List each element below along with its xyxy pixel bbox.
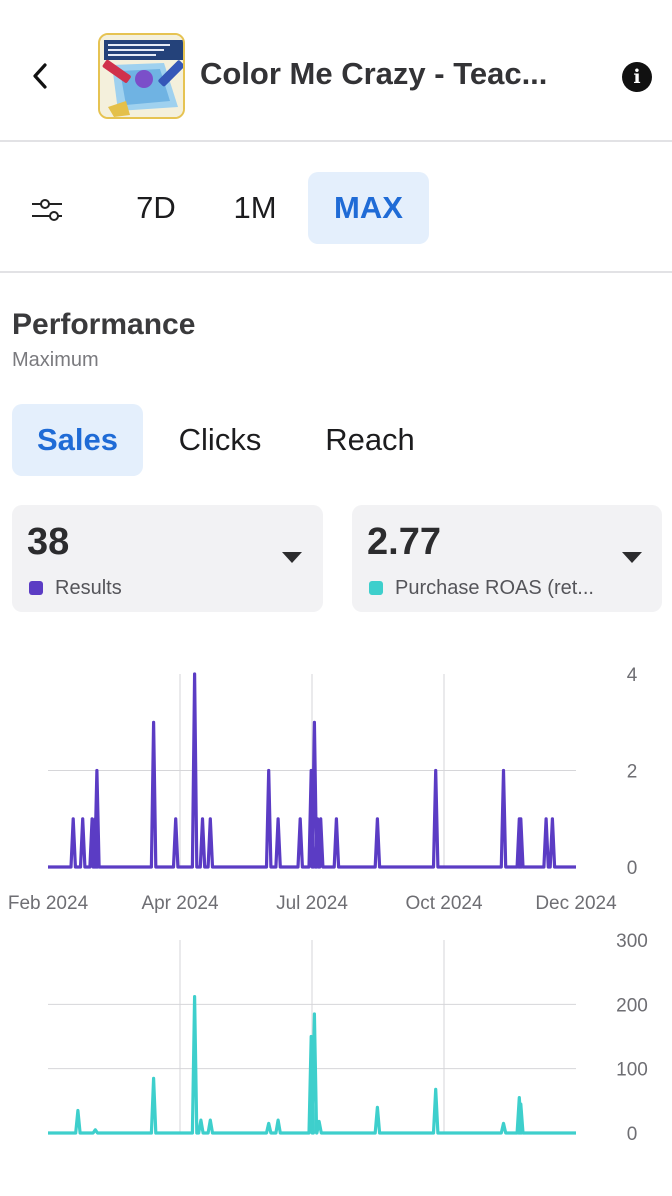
series-line [48,995,576,1135]
x-tick-label: Jul 2024 [276,893,348,914]
caret-down-icon[interactable] [282,552,302,563]
results-color-swatch [29,581,43,595]
performance-charts: 0 2 4 Feb 2024 Apr 2024 Jul 2024 Oct 2024 Dec 2… [8,665,648,1145]
back-button[interactable] [22,56,58,96]
y-tick-label: 4 [627,665,638,686]
results-value: 38 [27,521,70,563]
top-bar: Color Me Crazy - Teac... i [0,0,672,142]
y-tick-label: 200 [616,995,648,1016]
results-label: Results [55,577,122,599]
info-icon: i [633,66,641,88]
y-tick-label: 300 [616,931,648,952]
range-1m-button[interactable]: 1M [233,190,277,225]
section-title: Performance [12,308,196,341]
section-subtitle: Maximum [12,349,99,371]
x-tick-label: Oct 2024 [405,893,483,914]
y-tick-label: 100 [616,1060,648,1081]
chevron-left-icon [33,63,47,89]
range-7d-button[interactable]: 7D [136,190,176,225]
x-tick-label: Feb 2024 [8,893,89,914]
tab-reach[interactable]: Reach [325,422,415,457]
x-tick-label: Apr 2024 [141,893,219,914]
campaign-thumbnail [98,33,185,119]
results-metric-card[interactable]: 38 Results [12,505,323,612]
y-tick-label: 0 [627,858,638,879]
roas-label: Purchase ROAS (ret... [395,577,594,599]
caret-down-icon[interactable] [622,552,642,563]
info-button[interactable]: i [622,62,652,92]
y-tick-label: 0 [627,1124,638,1145]
roas-metric-card[interactable]: 2.77 Purchase ROAS (ret... [352,505,662,612]
date-range-bar: 7D 1M MAX [0,144,672,273]
series-line [48,672,576,869]
sliders-icon [32,199,62,221]
roas-color-swatch [369,581,383,595]
filter-button[interactable] [28,196,68,224]
tab-sales[interactable]: Sales [12,404,143,476]
range-max-button[interactable]: MAX [308,172,429,244]
campaign-image [100,35,183,117]
campaign-title: Color Me Crazy - Teac... [200,56,548,91]
roas-value: 2.77 [367,521,441,563]
y-tick-label: 2 [627,762,638,783]
x-tick-label: Dec 2024 [535,893,617,914]
tab-clicks[interactable]: Clicks [178,422,262,457]
